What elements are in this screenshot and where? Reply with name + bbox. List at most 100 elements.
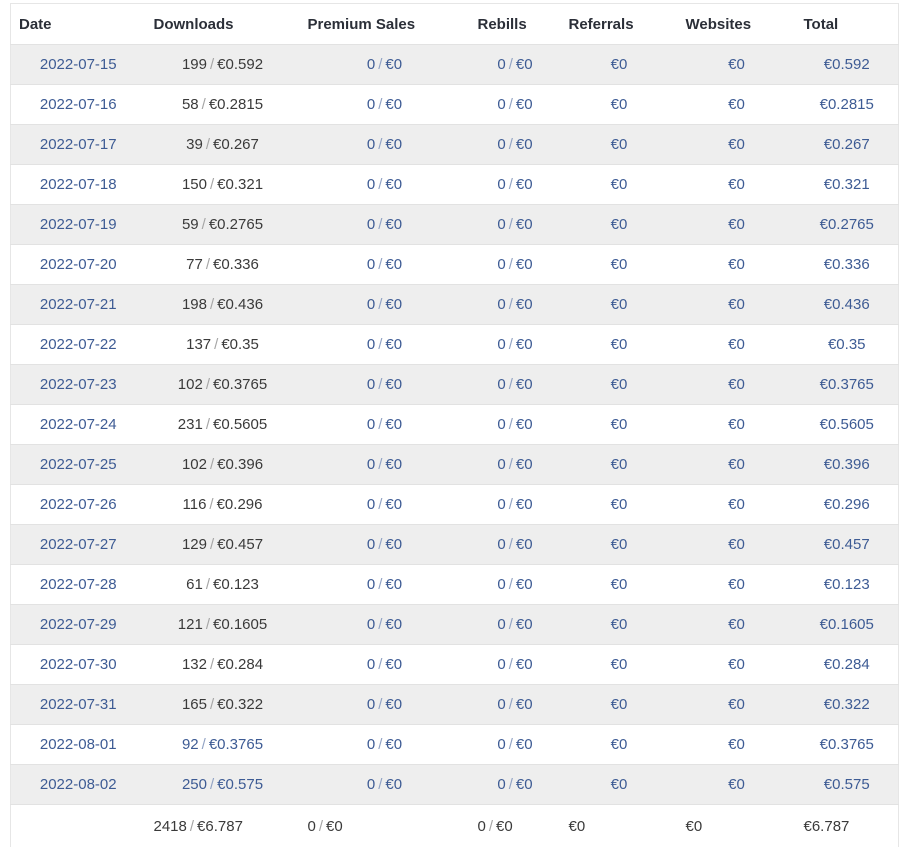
- rebills-value[interactable]: 0/€0: [497, 176, 532, 193]
- referrals-value[interactable]: €0: [611, 176, 628, 193]
- referrals-value[interactable]: €0: [611, 776, 628, 793]
- referrals-value[interactable]: €0: [611, 616, 628, 633]
- rebills-value[interactable]: 0/€0: [497, 376, 532, 393]
- premium-sales-value[interactable]: 0/€0: [367, 776, 402, 793]
- premium-sales-value[interactable]: 0/€0: [367, 496, 402, 513]
- total-value[interactable]: €0.3765: [820, 736, 874, 753]
- date-value[interactable]: 2022-07-30: [40, 656, 117, 673]
- total-value[interactable]: €0.396: [824, 456, 870, 473]
- premium-sales-value[interactable]: 0/€0: [367, 656, 402, 673]
- premium-sales-value[interactable]: 0/€0: [367, 416, 402, 433]
- premium-sales-value[interactable]: 0/€0: [367, 296, 402, 313]
- rebills-value[interactable]: 0/€0: [497, 576, 532, 593]
- total-value[interactable]: €0.296: [824, 496, 870, 513]
- referrals-value[interactable]: €0: [611, 336, 628, 353]
- rebills-value[interactable]: 0/€0: [497, 776, 532, 793]
- websites-value[interactable]: €0: [728, 96, 745, 113]
- websites-value[interactable]: €0: [728, 216, 745, 233]
- rebills-value[interactable]: 0/€0: [497, 96, 532, 113]
- rebills-value[interactable]: 0/€0: [497, 296, 532, 313]
- premium-sales-value[interactable]: 0/€0: [367, 376, 402, 393]
- premium-sales-value[interactable]: 0/€0: [367, 696, 402, 713]
- total-value[interactable]: €0.2815: [820, 96, 874, 113]
- websites-value[interactable]: €0: [728, 136, 745, 153]
- total-value[interactable]: €0.336: [824, 256, 870, 273]
- date-value[interactable]: 2022-07-22: [40, 336, 117, 353]
- rebills-value[interactable]: 0/€0: [497, 496, 532, 513]
- referrals-value[interactable]: €0: [611, 96, 628, 113]
- rebills-value[interactable]: 0/€0: [497, 56, 532, 73]
- rebills-value[interactable]: 0/€0: [497, 536, 532, 553]
- rebills-value[interactable]: 0/€0: [497, 656, 532, 673]
- websites-value[interactable]: €0: [728, 496, 745, 513]
- total-value[interactable]: €0.123: [824, 576, 870, 593]
- premium-sales-value[interactable]: 0/€0: [367, 336, 402, 353]
- referrals-value[interactable]: €0: [611, 256, 628, 273]
- total-value[interactable]: €0.267: [824, 136, 870, 153]
- total-value[interactable]: €0.457: [824, 536, 870, 553]
- date-value[interactable]: 2022-07-23: [40, 376, 117, 393]
- websites-value[interactable]: €0: [728, 616, 745, 633]
- premium-sales-value[interactable]: 0/€0: [367, 736, 402, 753]
- premium-sales-value[interactable]: 0/€0: [367, 256, 402, 273]
- websites-value[interactable]: €0: [728, 416, 745, 433]
- rebills-value[interactable]: 0/€0: [497, 216, 532, 233]
- date-value[interactable]: 2022-07-24: [40, 416, 117, 433]
- date-value[interactable]: 2022-07-19: [40, 216, 117, 233]
- referrals-value[interactable]: €0: [611, 736, 628, 753]
- total-value[interactable]: €0.321: [824, 176, 870, 193]
- referrals-value[interactable]: €0: [611, 656, 628, 673]
- date-value[interactable]: 2022-08-02: [40, 776, 117, 793]
- premium-sales-value[interactable]: 0/€0: [367, 216, 402, 233]
- date-value[interactable]: 2022-07-21: [40, 296, 117, 313]
- date-value[interactable]: 2022-07-17: [40, 136, 117, 153]
- rebills-value[interactable]: 0/€0: [497, 416, 532, 433]
- premium-sales-value[interactable]: 0/€0: [367, 536, 402, 553]
- referrals-value[interactable]: €0: [611, 136, 628, 153]
- total-value[interactable]: €0.436: [824, 296, 870, 313]
- date-value[interactable]: 2022-07-15: [40, 56, 117, 73]
- date-value[interactable]: 2022-07-18: [40, 176, 117, 193]
- total-value[interactable]: €0.322: [824, 696, 870, 713]
- rebills-value[interactable]: 0/€0: [497, 136, 532, 153]
- referrals-value[interactable]: €0: [611, 376, 628, 393]
- websites-value[interactable]: €0: [728, 576, 745, 593]
- total-value[interactable]: €0.3765: [820, 376, 874, 393]
- premium-sales-value[interactable]: 0/€0: [367, 456, 402, 473]
- referrals-value[interactable]: €0: [611, 456, 628, 473]
- websites-value[interactable]: €0: [728, 176, 745, 193]
- websites-value[interactable]: €0: [728, 256, 745, 273]
- referrals-value[interactable]: €0: [611, 536, 628, 553]
- rebills-value[interactable]: 0/€0: [497, 336, 532, 353]
- rebills-value[interactable]: 0/€0: [497, 736, 532, 753]
- websites-value[interactable]: €0: [728, 696, 745, 713]
- websites-value[interactable]: €0: [728, 656, 745, 673]
- date-value[interactable]: 2022-07-28: [40, 576, 117, 593]
- websites-value[interactable]: €0: [728, 456, 745, 473]
- premium-sales-value[interactable]: 0/€0: [367, 56, 402, 73]
- rebills-value[interactable]: 0/€0: [497, 456, 532, 473]
- websites-value[interactable]: €0: [728, 336, 745, 353]
- premium-sales-value[interactable]: 0/€0: [367, 576, 402, 593]
- referrals-value[interactable]: €0: [611, 56, 628, 73]
- premium-sales-value[interactable]: 0/€0: [367, 96, 402, 113]
- date-value[interactable]: 2022-07-27: [40, 536, 117, 553]
- total-value[interactable]: €0.592: [824, 56, 870, 73]
- referrals-value[interactable]: €0: [611, 496, 628, 513]
- rebills-value[interactable]: 0/€0: [497, 256, 532, 273]
- referrals-value[interactable]: €0: [611, 296, 628, 313]
- date-value[interactable]: 2022-07-31: [40, 696, 117, 713]
- referrals-value[interactable]: €0: [611, 576, 628, 593]
- downloads-value[interactable]: 250/€0.575: [182, 776, 263, 793]
- referrals-value[interactable]: €0: [611, 216, 628, 233]
- premium-sales-value[interactable]: 0/€0: [367, 616, 402, 633]
- total-value[interactable]: €0.1605: [820, 616, 874, 633]
- total-value[interactable]: €0.35: [828, 336, 866, 353]
- date-value[interactable]: 2022-07-29: [40, 616, 117, 633]
- total-value[interactable]: €0.5605: [820, 416, 874, 433]
- websites-value[interactable]: €0: [728, 776, 745, 793]
- total-value[interactable]: €0.2765: [820, 216, 874, 233]
- rebills-value[interactable]: 0/€0: [497, 616, 532, 633]
- websites-value[interactable]: €0: [728, 736, 745, 753]
- websites-value[interactable]: €0: [728, 536, 745, 553]
